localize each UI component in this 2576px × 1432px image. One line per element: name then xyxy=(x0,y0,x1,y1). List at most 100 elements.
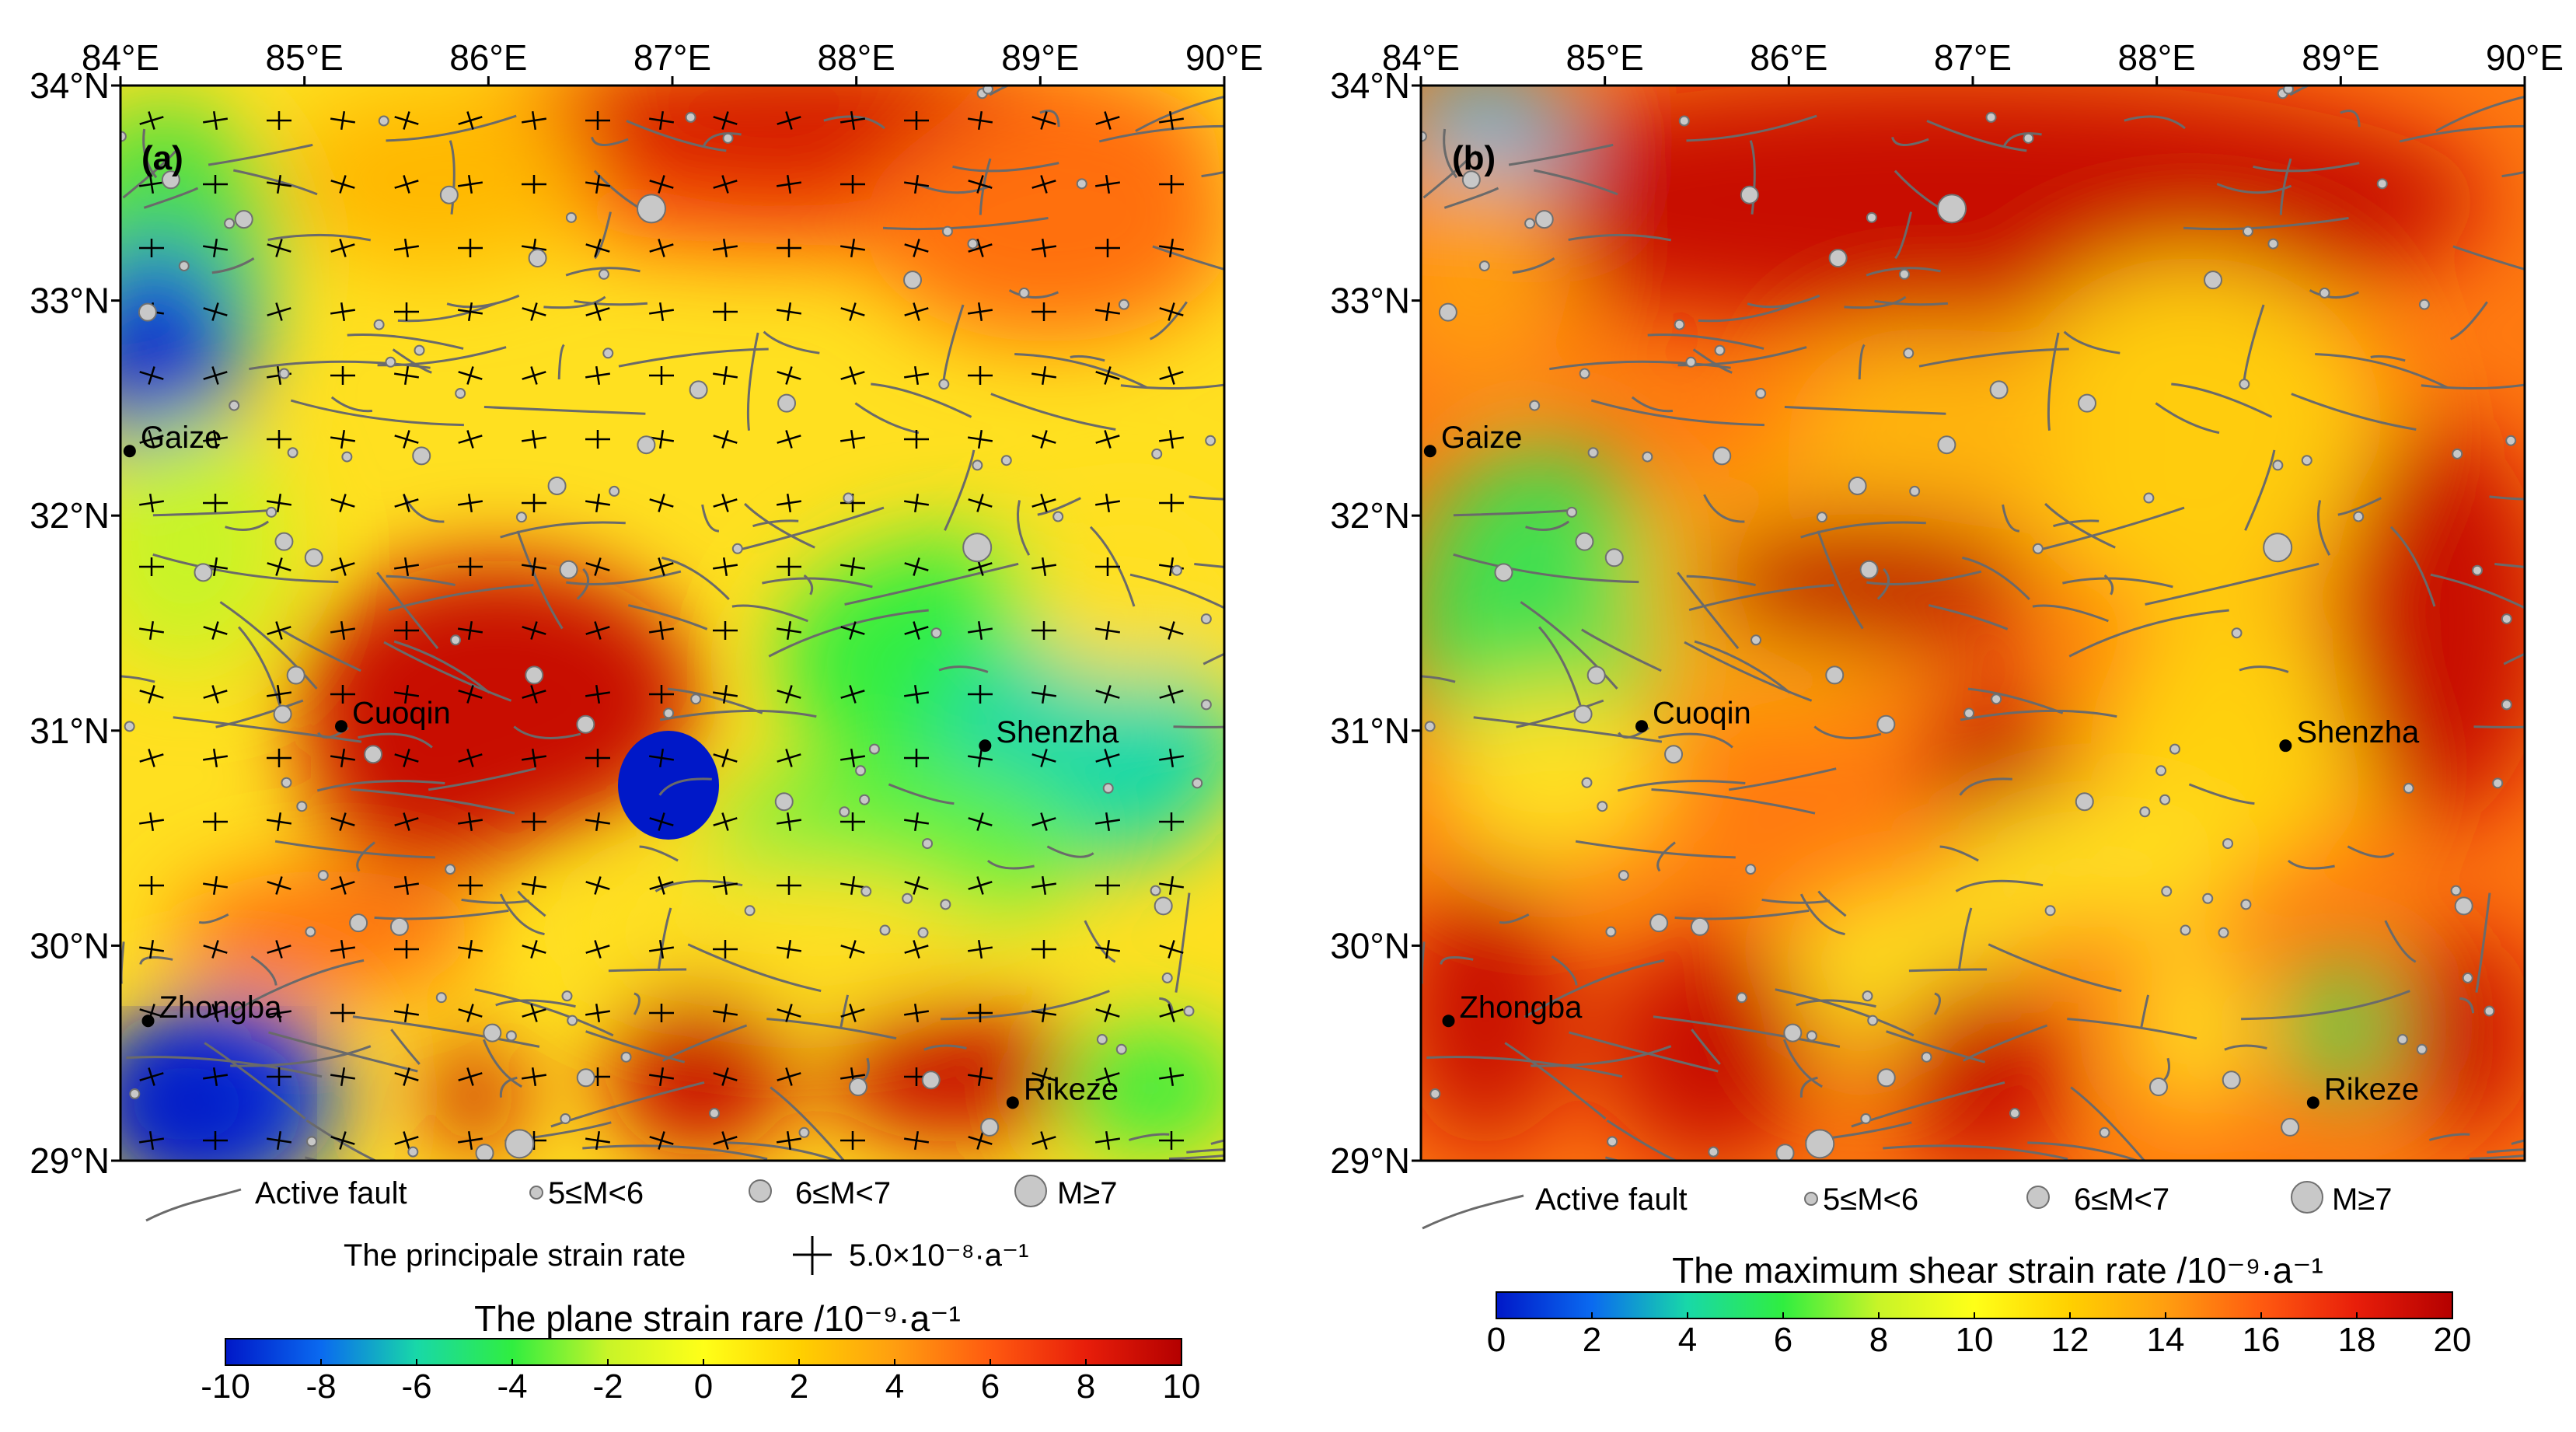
earthquake xyxy=(1848,476,1867,495)
strain-cross-arm xyxy=(977,748,983,768)
y-tick-label: 32°N xyxy=(1330,495,1410,536)
active-fault xyxy=(1894,211,1912,260)
active-fault xyxy=(215,699,304,728)
panel-a-earthquakes xyxy=(120,86,1216,1161)
earthquake xyxy=(1529,400,1541,411)
earthquake xyxy=(2240,899,2252,910)
active-fault xyxy=(938,665,989,673)
active-fault xyxy=(1508,143,1614,166)
earthquake xyxy=(1937,435,1956,455)
strain-cross-arm xyxy=(850,110,856,131)
earthquake xyxy=(1828,249,1848,268)
earthquake xyxy=(1898,268,1910,280)
earthquake xyxy=(1825,665,1845,685)
strain-cross-arm xyxy=(976,494,984,512)
strain-cross-arm xyxy=(211,621,219,640)
town-marker xyxy=(123,445,136,458)
active-fault xyxy=(499,893,545,936)
earthquake xyxy=(304,548,323,568)
active-fault xyxy=(1926,120,2027,152)
y-tick-label: 29°N xyxy=(30,1140,110,1181)
colorbar-tick-label: 6 xyxy=(1774,1321,1792,1359)
earthquake xyxy=(1076,178,1087,190)
strain-cross-arm xyxy=(1168,1004,1175,1022)
active-fault xyxy=(888,783,955,805)
fault-legend-line xyxy=(145,1188,242,1222)
active-fault xyxy=(687,943,822,993)
earthquake xyxy=(341,451,353,463)
strain-cross-arm xyxy=(467,939,473,959)
strain-cross-arm xyxy=(1104,749,1112,767)
active-fault xyxy=(1538,626,1582,707)
earthquake xyxy=(483,1023,502,1043)
earthquake xyxy=(2231,627,2243,639)
active-fault xyxy=(1647,333,1764,350)
earthquake xyxy=(2239,379,2250,390)
strain-cross-arm xyxy=(211,302,219,321)
strain-cross-arm xyxy=(658,494,665,512)
active-fault xyxy=(1617,780,1746,792)
active-fault xyxy=(2315,353,2449,389)
active-fault xyxy=(330,396,373,413)
strain-cross-arm xyxy=(1041,1003,1047,1023)
strain-cross-arm xyxy=(212,875,218,896)
strain-cross-arm xyxy=(721,430,729,449)
earthquake xyxy=(962,533,993,563)
earthquake xyxy=(1649,913,1669,933)
active-fault xyxy=(2452,245,2525,271)
earthquake xyxy=(475,1144,494,1161)
strain-cross-arm xyxy=(1105,939,1111,959)
earthquake xyxy=(439,185,459,204)
earthquake xyxy=(1989,380,2009,400)
active-fault xyxy=(1014,353,1148,389)
active-fault xyxy=(1692,348,1733,374)
strain-cross-arm xyxy=(212,238,218,258)
strain-cross-arm xyxy=(658,939,665,959)
earthquake xyxy=(967,238,979,250)
strain-cross-arm xyxy=(531,748,537,768)
strain-cross-arm xyxy=(1104,1004,1112,1022)
town-marker xyxy=(1006,1096,1019,1109)
active-fault xyxy=(1421,675,1456,683)
active-fault xyxy=(397,302,497,323)
active-fault xyxy=(1656,841,1676,872)
active-fault xyxy=(1046,845,1094,858)
active-fault xyxy=(871,382,972,418)
x-tick-label: 90°E xyxy=(1185,37,1263,78)
active-fault xyxy=(449,140,456,215)
strain-cross-arm xyxy=(658,175,665,194)
strain-cross-arm xyxy=(1105,302,1111,322)
quake-small-symbol xyxy=(529,1186,543,1200)
active-fault xyxy=(383,641,512,702)
active-fault xyxy=(1520,601,1618,690)
strain-cross-arm xyxy=(1105,812,1111,832)
strain-cross-arm xyxy=(403,557,410,577)
strain-cross-arm xyxy=(339,557,347,576)
earthquake xyxy=(620,1051,632,1063)
active-fault xyxy=(428,767,536,791)
strain-cross-arm xyxy=(148,111,155,130)
active-fault xyxy=(574,299,648,306)
strain-cross-arm xyxy=(1105,174,1111,194)
earthquake xyxy=(731,543,743,554)
strain-cross-arm xyxy=(913,876,920,895)
active-fault xyxy=(923,1044,967,1051)
strain-cross-arm xyxy=(1041,365,1047,386)
earthquake xyxy=(1805,1129,1835,1159)
earthquake xyxy=(1581,777,1593,788)
strain-cross-arm xyxy=(976,239,984,257)
active-fault xyxy=(1747,294,1820,309)
strain-cross-arm xyxy=(1041,684,1047,704)
earthquake xyxy=(1859,560,1879,579)
active-fault xyxy=(2044,502,2116,549)
earthquake xyxy=(286,665,305,685)
earthquake xyxy=(274,532,294,551)
strain-cross-arm xyxy=(976,876,984,895)
colorbar-a-title: The plane strain rare /10⁻⁹·a⁻¹ xyxy=(474,1298,961,1339)
active-fault xyxy=(1070,355,1105,362)
active-fault xyxy=(1516,699,1604,728)
earthquake xyxy=(1424,721,1436,732)
active-fault xyxy=(1761,898,1831,904)
strain-cross-arm xyxy=(721,494,729,512)
colorbar-tick-label: -6 xyxy=(401,1367,431,1406)
